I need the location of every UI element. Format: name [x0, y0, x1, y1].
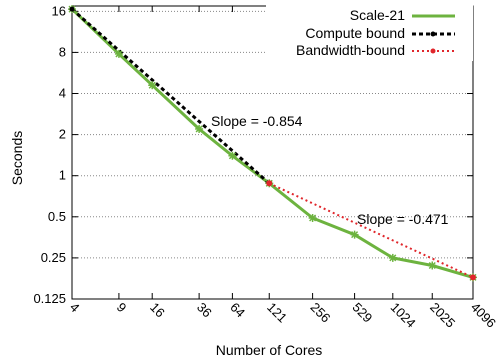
y-tick-label: 1: [59, 168, 66, 183]
legend: Scale-21 Compute bound Bandwidth-bound: [266, 3, 473, 61]
data-point-bandwidth-bound: [266, 180, 273, 187]
data-point-scale-21: [228, 151, 237, 160]
data-point-scale-21: [388, 253, 397, 262]
data-point-scale-21: [428, 261, 437, 270]
series-line-compute-bound: [71, 7, 271, 185]
legend-marker-compute-bound: [430, 31, 436, 37]
y-tick-label: 2: [59, 127, 66, 142]
annotation-compute-slope: Slope = -0.854: [211, 113, 303, 129]
y-tick-label: 0.125: [33, 291, 66, 306]
series-layer: [68, 5, 477, 282]
data-point-scale-21: [114, 49, 123, 58]
x-tick-label: 1024: [388, 300, 419, 331]
x-tick-label: 256: [307, 300, 333, 326]
y-tick-label: 0.25: [41, 250, 66, 265]
x-tick-label: 2025: [427, 300, 458, 331]
data-point-scale-21: [308, 214, 317, 223]
data-point-scale-21: [148, 81, 157, 90]
y-tick-label: 4: [59, 86, 66, 101]
x-axis-label: Number of Cores: [216, 342, 323, 358]
y-tick-label: 8: [59, 44, 66, 59]
data-point-scale-21: [350, 230, 359, 239]
x-tick-label: 4: [67, 300, 83, 316]
series-line-bandwidth-bound: [268, 182, 474, 279]
legend-label-bandwidth-bound: Bandwidth-bound: [296, 42, 405, 58]
x-tick-label: 121: [264, 300, 290, 326]
x-tick-label: 36: [194, 300, 215, 321]
legend-label-compute-bound: Compute bound: [305, 25, 405, 41]
x-tick-label: 64: [227, 300, 248, 321]
y-axis-label: Seconds: [9, 131, 25, 185]
x-tick-label: 16: [147, 300, 168, 321]
data-point-compute-bound: [69, 6, 75, 12]
y-tick-label: 16: [52, 3, 66, 18]
x-tick-label: 4096: [468, 300, 498, 331]
x-tick-label: 529: [349, 300, 375, 326]
x-tick-label: 9: [114, 300, 130, 316]
data-point-bandwidth-bound: [470, 274, 476, 281]
annotation-bandwidth-slope: Slope = -0.471: [357, 211, 449, 227]
data-point-scale-21: [195, 124, 204, 133]
legend-label-scale-21: Scale-21: [350, 7, 405, 23]
legend-marker-bandwidth-bound: [430, 48, 436, 54]
y-tick-label: 0.5: [48, 209, 66, 224]
